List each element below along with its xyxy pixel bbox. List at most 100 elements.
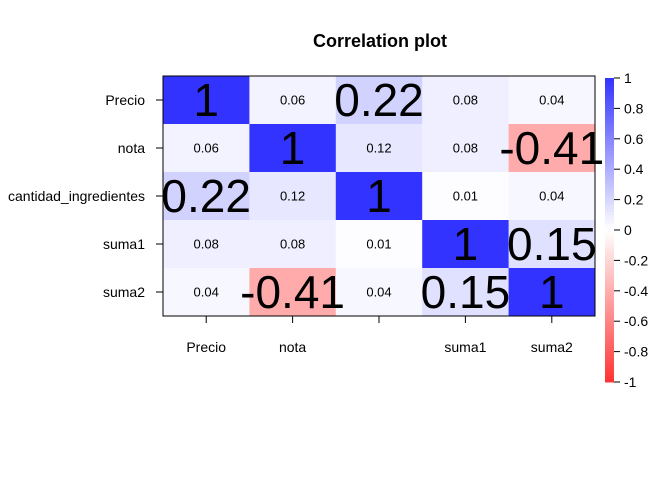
cell-value-label: -0.41 <box>499 122 604 174</box>
colorbar-segment <box>605 120 614 125</box>
cell-value-label: 0.06 <box>194 141 219 156</box>
colorbar-segment <box>605 242 614 246</box>
cell-value-label: 0.01 <box>453 189 478 204</box>
colorbar-segment <box>605 309 614 313</box>
colorbar-segment <box>605 278 614 283</box>
colorbar-segment <box>605 90 614 94</box>
colorbar-segment <box>605 330 614 334</box>
heatmap-cell <box>508 76 596 125</box>
colorbar-segment <box>605 306 614 310</box>
colorbar-segment <box>605 108 614 112</box>
colorbar-segment <box>605 321 614 325</box>
colorbar-segment <box>605 102 614 106</box>
colorbar-segment <box>605 84 614 88</box>
colorbar-segment <box>605 166 614 170</box>
colorbar-segment <box>605 230 614 234</box>
heatmap-cell <box>249 220 337 269</box>
colorbar-segment <box>605 129 614 134</box>
colorbar-segment <box>605 327 614 331</box>
colorbar-segment <box>605 169 614 173</box>
y-tick-label: nota <box>118 140 145 156</box>
cell-value-label: 0.22 <box>161 170 251 222</box>
colorbar-segment <box>605 202 614 207</box>
colorbar-segment <box>605 78 614 82</box>
colorbar-segment <box>605 348 614 353</box>
cell-value-label: 0.15 <box>421 266 511 318</box>
y-tick-label: cantidad_ingredientes <box>8 188 145 204</box>
colorbar-segment <box>605 354 614 359</box>
y-tick-label: Precio <box>105 92 145 108</box>
colorbar-segment <box>605 199 614 204</box>
heatmap-cell <box>422 124 510 173</box>
colorbar-segment <box>605 208 614 213</box>
colorbar-segment <box>605 123 614 128</box>
colorbar-segment <box>605 99 614 103</box>
colorbar-segment <box>605 181 614 185</box>
colorbar-segment <box>605 245 614 249</box>
cell-value-label: 0.08 <box>453 141 478 156</box>
heatmap-cell <box>163 76 250 125</box>
colorbar-tick-label: -0.4 <box>624 283 648 299</box>
colorbar-segment <box>605 284 614 289</box>
colorbar-segment <box>605 126 614 131</box>
colorbar-segment <box>605 360 614 365</box>
colorbar-segment <box>605 150 614 155</box>
colorbar-segment <box>605 114 614 119</box>
chart-title: Correlation plot <box>313 31 447 51</box>
heatmap-cell <box>163 172 250 221</box>
colorbar-segment <box>605 251 614 255</box>
heatmap-cell-labels: 1 0.06 0.22 0.08 0.04 0.06 1 0.12 0.08 -0.41 0.22 0… <box>161 74 604 318</box>
colorbar-segment <box>605 154 614 158</box>
colorbar-segment <box>605 375 614 380</box>
cell-value-label: -0.41 <box>240 266 345 318</box>
y-tick-label: suma2 <box>103 284 145 300</box>
heatmap-cell <box>508 268 596 317</box>
cell-value-label: 1 <box>280 122 306 174</box>
colorbar-segment <box>605 196 614 201</box>
colorbar-segment <box>605 93 614 97</box>
heatmap-cell <box>335 172 423 221</box>
colorbar-tick-label: 0.6 <box>624 131 644 147</box>
colorbar-segment <box>605 248 614 252</box>
colorbar-tick-label: 0 <box>624 222 632 238</box>
colorbar-segment <box>605 105 614 109</box>
colorbar-tick-label: 0.2 <box>624 192 644 208</box>
cell-value-label: 0.22 <box>334 74 424 126</box>
colorbar-segment <box>605 257 614 261</box>
colorbar-segment <box>605 372 614 377</box>
colorbar-tick-label: 0.8 <box>624 100 644 116</box>
cell-value-label: 1 <box>453 218 479 270</box>
colorbar-segment <box>605 178 614 182</box>
colorbar-segment <box>605 351 614 356</box>
colorbar-segment <box>605 87 614 91</box>
heatmap-cell <box>422 172 510 221</box>
colorbar-segment <box>605 193 614 198</box>
colorbar-segment <box>605 263 614 267</box>
colorbar-segment <box>605 281 614 286</box>
heatmap-cell <box>508 124 596 173</box>
colorbar-tick-label: -0.6 <box>624 313 648 329</box>
heatmap-cell <box>508 172 596 221</box>
colorbar-segment <box>605 205 614 210</box>
heatmap-cell <box>163 268 250 317</box>
colorbar-segment <box>605 217 614 222</box>
colorbar-segment <box>605 132 614 137</box>
heatmap-cell <box>249 76 337 125</box>
cell-value-label: 0.12 <box>280 189 305 204</box>
colorbar-segment <box>605 363 614 368</box>
heatmap-cell <box>422 76 510 125</box>
y-tick-label: suma1 <box>103 236 145 252</box>
colorbar-segment <box>605 81 614 85</box>
colorbar-segment <box>605 318 614 322</box>
colorbar-segment <box>605 357 614 362</box>
x-tick-label: Precio <box>186 339 226 355</box>
colorbar-segment <box>605 296 614 301</box>
heatmap-cell <box>335 220 423 269</box>
colorbar-segment <box>605 239 614 243</box>
colorbar-segment <box>605 214 614 219</box>
colorbar-tick-label: 1 <box>624 70 632 86</box>
heatmap-cell <box>335 268 423 317</box>
heatmap-cell <box>335 124 423 173</box>
heatmap-cell <box>335 76 423 125</box>
cell-value-label: 1 <box>193 74 219 126</box>
